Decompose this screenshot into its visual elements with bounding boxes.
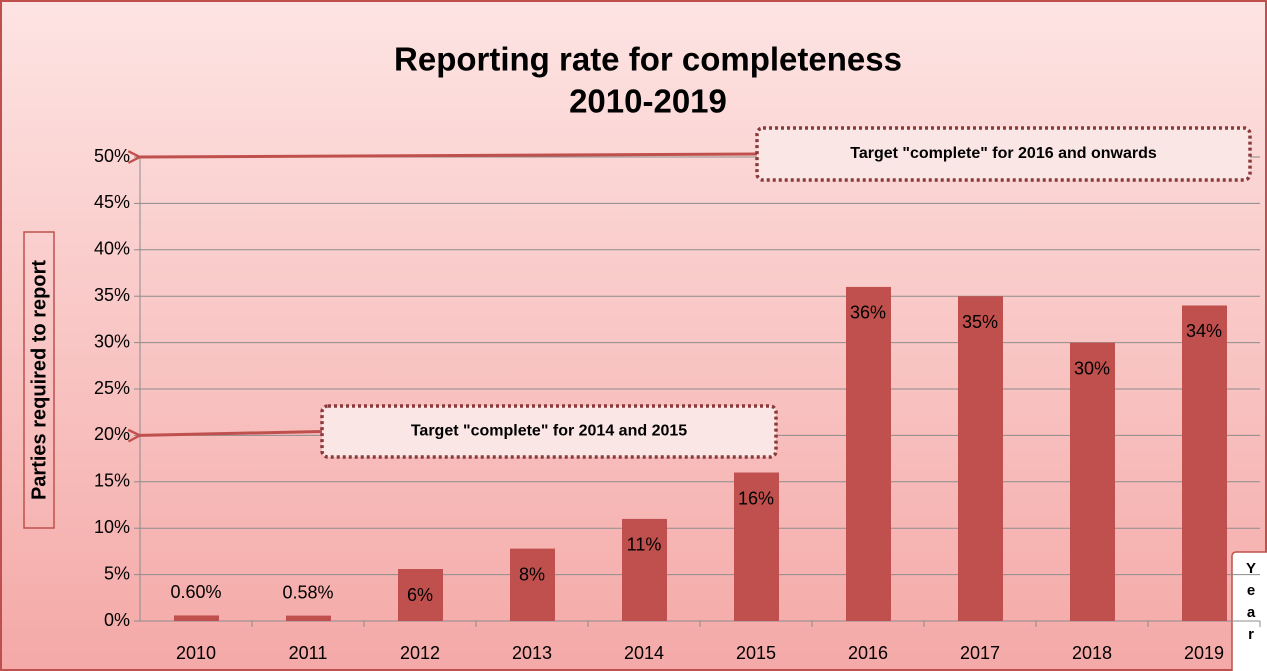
y-tick-label: 15% — [94, 471, 130, 491]
bar — [958, 296, 1003, 621]
data-label: 16% — [738, 488, 774, 508]
x-tick-label: 2018 — [1072, 643, 1112, 663]
data-label: 0.58% — [282, 582, 333, 602]
chart-title: 2010-2019 — [569, 83, 727, 120]
annotation-text: Target "complete" for 2016 and onwards — [850, 145, 1157, 162]
chart-title: Reporting rate for completeness — [394, 41, 902, 78]
bar — [846, 286, 891, 621]
data-label: 0.60% — [170, 582, 221, 602]
y-tick-label: 40% — [94, 239, 130, 259]
x-tick-label: 2012 — [400, 643, 440, 663]
bar — [510, 548, 555, 621]
bar — [398, 569, 443, 621]
annotation-text: Target "complete" for 2014 and 2015 — [411, 423, 687, 440]
annotation-box — [320, 404, 778, 459]
y-tick-label: 35% — [94, 285, 130, 305]
x-tick-label: 2011 — [289, 643, 328, 663]
annotation-box — [755, 126, 1252, 182]
y-tick-label: 45% — [94, 192, 130, 212]
annotation-arrow — [140, 154, 758, 157]
x-tick-label: 2019 — [1184, 643, 1224, 663]
bar — [174, 615, 219, 621]
x-tick-label: 2015 — [736, 643, 776, 663]
y-axis-label: Parties required to report — [28, 260, 50, 500]
bar — [1182, 305, 1227, 621]
data-label: 36% — [850, 303, 886, 323]
bar — [622, 518, 667, 621]
x-tick-label: 2017 — [960, 643, 1000, 663]
annotation-arrow — [140, 432, 323, 436]
bar — [734, 472, 779, 621]
y-tick-label: 0% — [104, 610, 130, 630]
x-tick-label: 2010 — [176, 643, 216, 663]
y-tick-label: 5% — [104, 563, 130, 583]
x-tick-label: 2014 — [624, 643, 664, 663]
data-label: 11% — [627, 535, 662, 555]
y-tick-label: 20% — [94, 424, 130, 444]
x-label-box — [1231, 551, 1267, 671]
data-label: 30% — [1074, 358, 1110, 378]
y-tick-label: 25% — [94, 378, 130, 398]
bar — [1070, 342, 1115, 621]
x-tick-label: 2016 — [848, 643, 888, 663]
y-tick-label: 10% — [94, 517, 130, 537]
data-label: 34% — [1186, 321, 1222, 341]
data-label: 35% — [962, 312, 998, 332]
data-label: 8% — [519, 564, 545, 584]
y-tick-label: 30% — [94, 331, 130, 351]
data-label: 6% — [407, 585, 433, 605]
y-label-box — [23, 231, 55, 529]
x-tick-label: 2013 — [512, 643, 552, 663]
bar — [286, 615, 331, 621]
y-tick-label: 50% — [94, 146, 130, 166]
